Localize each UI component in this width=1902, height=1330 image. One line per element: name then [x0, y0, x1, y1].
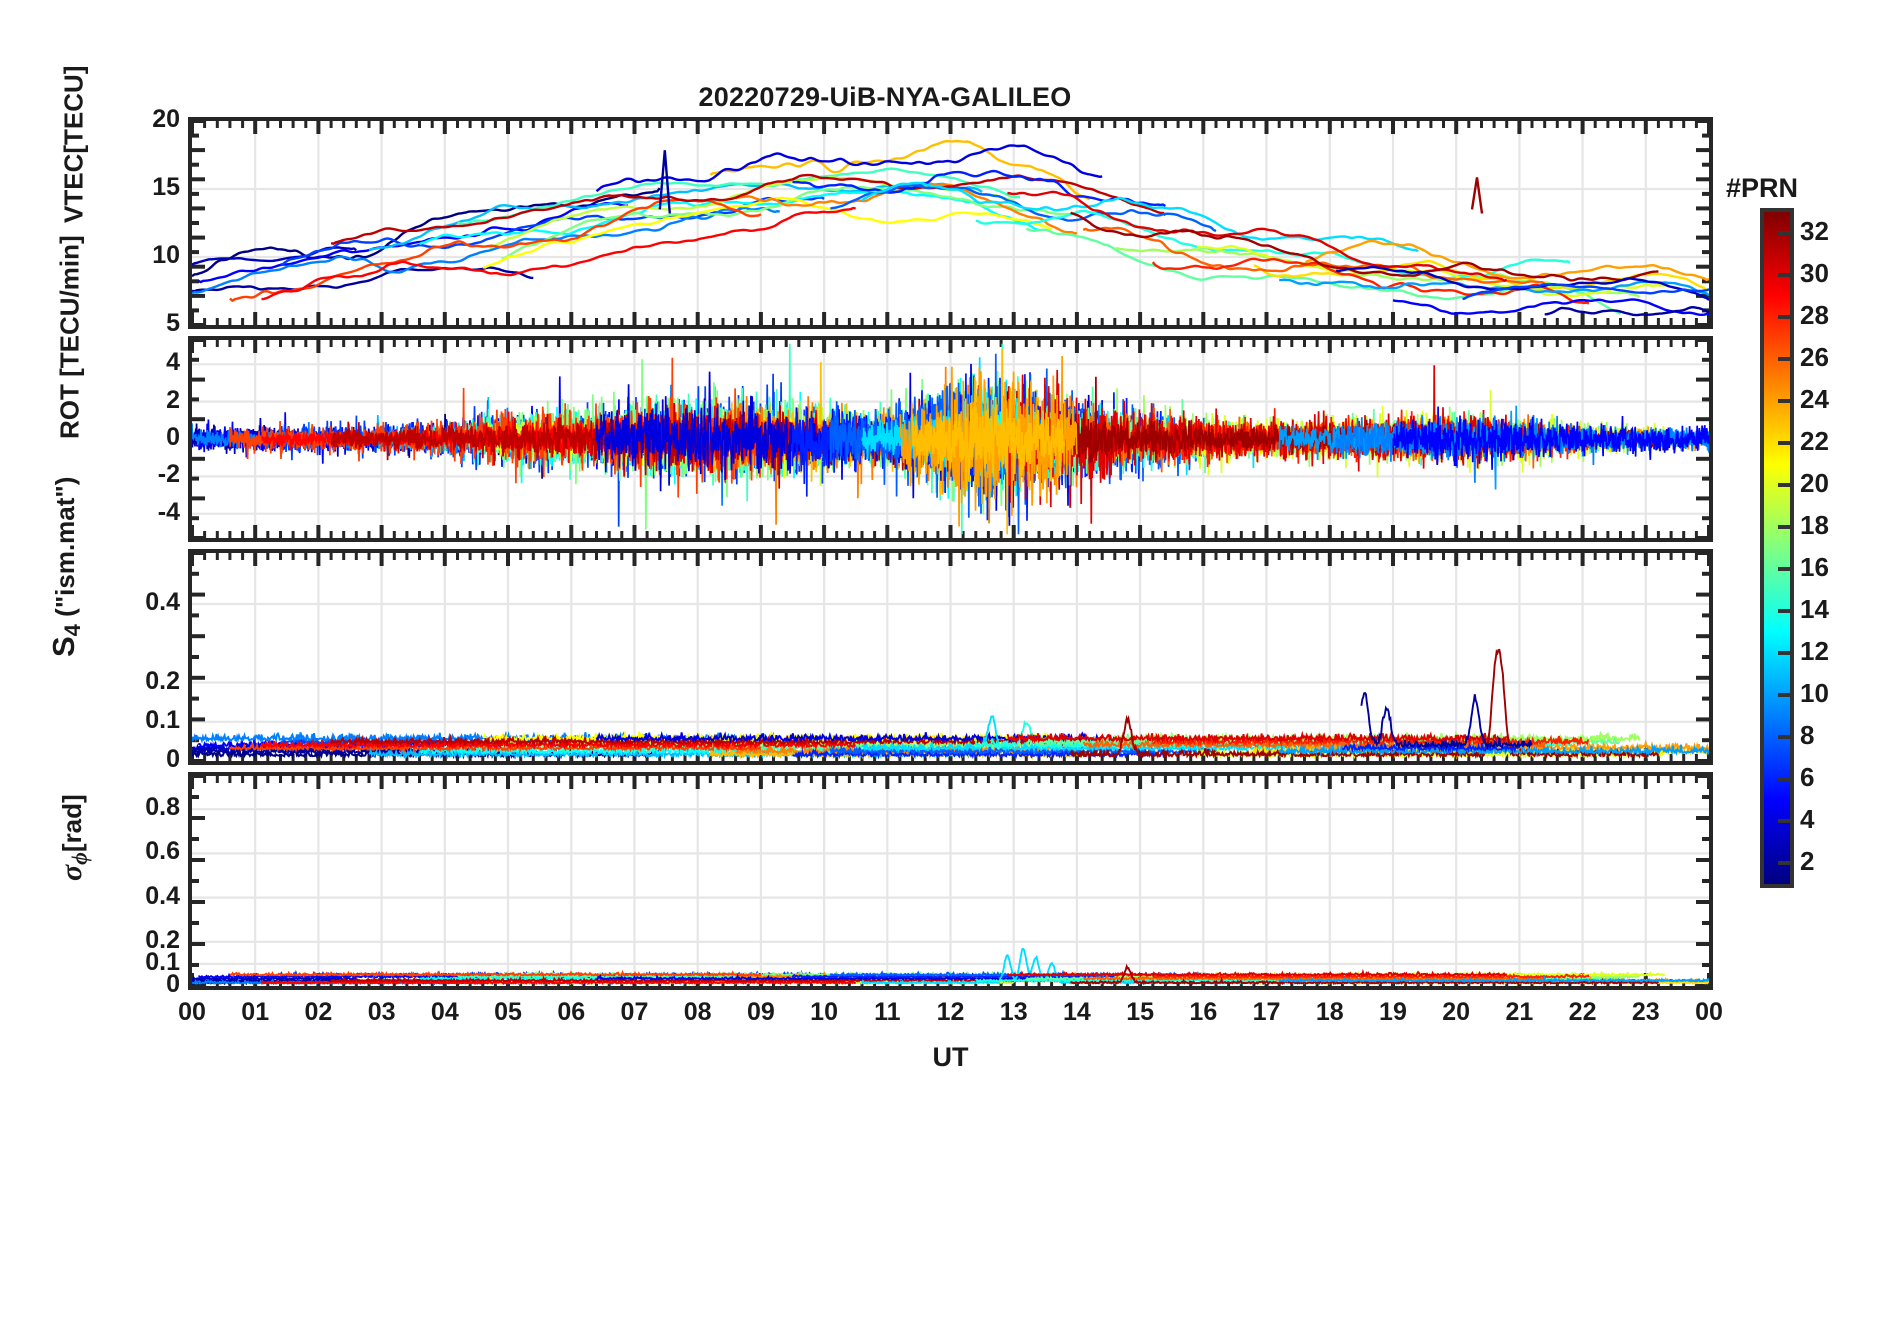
y-tick-label: 15	[152, 173, 180, 201]
colorbar-tick-label: 18	[1800, 510, 1829, 540]
colorbar-tick-label: 26	[1800, 342, 1829, 372]
colorbar-tick-label: 12	[1800, 636, 1829, 666]
colorbar-tick-mark	[1778, 861, 1791, 865]
colorbar-tick-mark	[1778, 567, 1791, 571]
x-tick-label: 15	[1126, 998, 1155, 1026]
y-tick-label: -4	[157, 497, 180, 526]
x-tick-label: 06	[557, 998, 586, 1026]
figure-title: 20220729-UiB-NYA-GALILEO	[698, 82, 1072, 112]
colorbar-tick-label: 4	[1800, 804, 1815, 834]
x-tick-label: 08	[683, 998, 712, 1026]
colorbar-tick-mark	[1778, 819, 1791, 823]
y-tick-label: 2	[166, 385, 180, 414]
x-tick-label: 12	[936, 998, 965, 1026]
y-tick-label: 20	[152, 105, 180, 133]
colorbar-tick-label: 2	[1800, 846, 1815, 876]
colorbar-tick-label: 20	[1800, 468, 1829, 498]
x-axis-label: UT	[932, 1042, 969, 1072]
colorbar-gradient	[1764, 212, 1790, 884]
y-tick-label: 0.4	[145, 881, 180, 910]
x-tick-label: 14	[1063, 998, 1091, 1026]
y-tick-label: 0	[166, 423, 180, 451]
colorbar-tick-label: 22	[1800, 426, 1829, 456]
colorbar-tick-mark	[1778, 609, 1791, 613]
y-tick-label: 0.8	[145, 793, 180, 822]
x-tick-label: 19	[1379, 998, 1407, 1026]
colorbar-tick-mark	[1778, 525, 1791, 529]
y-tick-label: -2	[157, 460, 180, 489]
colorbar-tick-mark	[1778, 357, 1791, 361]
colorbar-tick-mark	[1778, 399, 1791, 403]
x-tick-label: 18	[1315, 998, 1344, 1026]
y-tick-label: 10	[152, 241, 180, 269]
y-tick-label: 0.6	[145, 837, 180, 866]
x-tick-label: 10	[810, 998, 838, 1026]
colorbar[interactable]	[1760, 208, 1794, 888]
x-tick-label: 21	[1505, 998, 1534, 1026]
colorbar-tick-mark	[1778, 651, 1791, 655]
panel-rot-plot	[192, 340, 1709, 538]
x-tick-label: 13	[999, 998, 1028, 1026]
x-tick-label: 07	[620, 998, 649, 1026]
colorbar-tick-label: 10	[1800, 678, 1829, 708]
y-tick-label: 0.1	[145, 705, 180, 734]
x-tick-label: 03	[367, 998, 396, 1026]
y-tick-label: 0	[166, 970, 180, 998]
colorbar-tick-mark	[1778, 273, 1791, 277]
y-tick-label: 4	[166, 348, 180, 377]
colorbar-tick-mark	[1778, 777, 1791, 781]
x-tick-label: 23	[1631, 998, 1660, 1026]
x-tick-label: 05	[494, 998, 522, 1026]
colorbar-tick-label: 14	[1800, 594, 1829, 624]
x-tick-label: 11	[874, 998, 901, 1026]
colorbar-tick-label: 32	[1800, 216, 1829, 246]
panel-vtec-plot	[192, 121, 1709, 325]
x-tick-label: 09	[746, 998, 775, 1026]
x-tick-label: 02	[304, 998, 333, 1026]
y-tick-label: 0.2	[145, 666, 180, 695]
panel-rot	[188, 336, 1713, 542]
colorbar-tick-label: 6	[1800, 762, 1815, 792]
colorbar-tick-label: 8	[1800, 720, 1815, 750]
colorbar-tick-mark	[1778, 315, 1791, 319]
x-tick-label: 00	[1695, 998, 1723, 1026]
x-tick-label: 22	[1568, 998, 1597, 1026]
x-tick-label: 16	[1189, 998, 1218, 1026]
colorbar-title: #PRN	[1726, 173, 1799, 203]
colorbar-tick-mark	[1778, 483, 1791, 487]
colorbar-tick-mark	[1778, 693, 1791, 697]
x-tick-label: 00	[178, 998, 206, 1026]
colorbar-tick-label: 16	[1800, 552, 1829, 582]
y-tick-label: 0.1	[145, 947, 180, 976]
y-tick-label: 0.2	[145, 925, 180, 954]
colorbar-tick-mark	[1778, 231, 1791, 235]
panel-sigma-phi-plot	[192, 776, 1709, 986]
panel-vtec	[188, 117, 1713, 329]
panel-s4-plot	[192, 553, 1709, 761]
x-tick-label: 04	[430, 998, 459, 1026]
y-tick-label: 5	[166, 309, 180, 337]
colorbar-tick-label: 30	[1800, 258, 1829, 288]
y-tick-label: 0.4	[145, 588, 180, 617]
colorbar-tick-label: 28	[1800, 300, 1829, 330]
colorbar-tick-mark	[1778, 735, 1791, 739]
x-tick-label: 01	[241, 998, 270, 1026]
x-tick-label: 20	[1442, 998, 1471, 1026]
panel-sigma-phi	[188, 772, 1713, 990]
panel-s4	[188, 549, 1713, 765]
colorbar-tick-mark	[1778, 441, 1791, 445]
y-tick-label: 0	[166, 745, 180, 773]
x-tick-label: 17	[1252, 998, 1281, 1026]
colorbar-tick-label: 24	[1800, 384, 1829, 414]
